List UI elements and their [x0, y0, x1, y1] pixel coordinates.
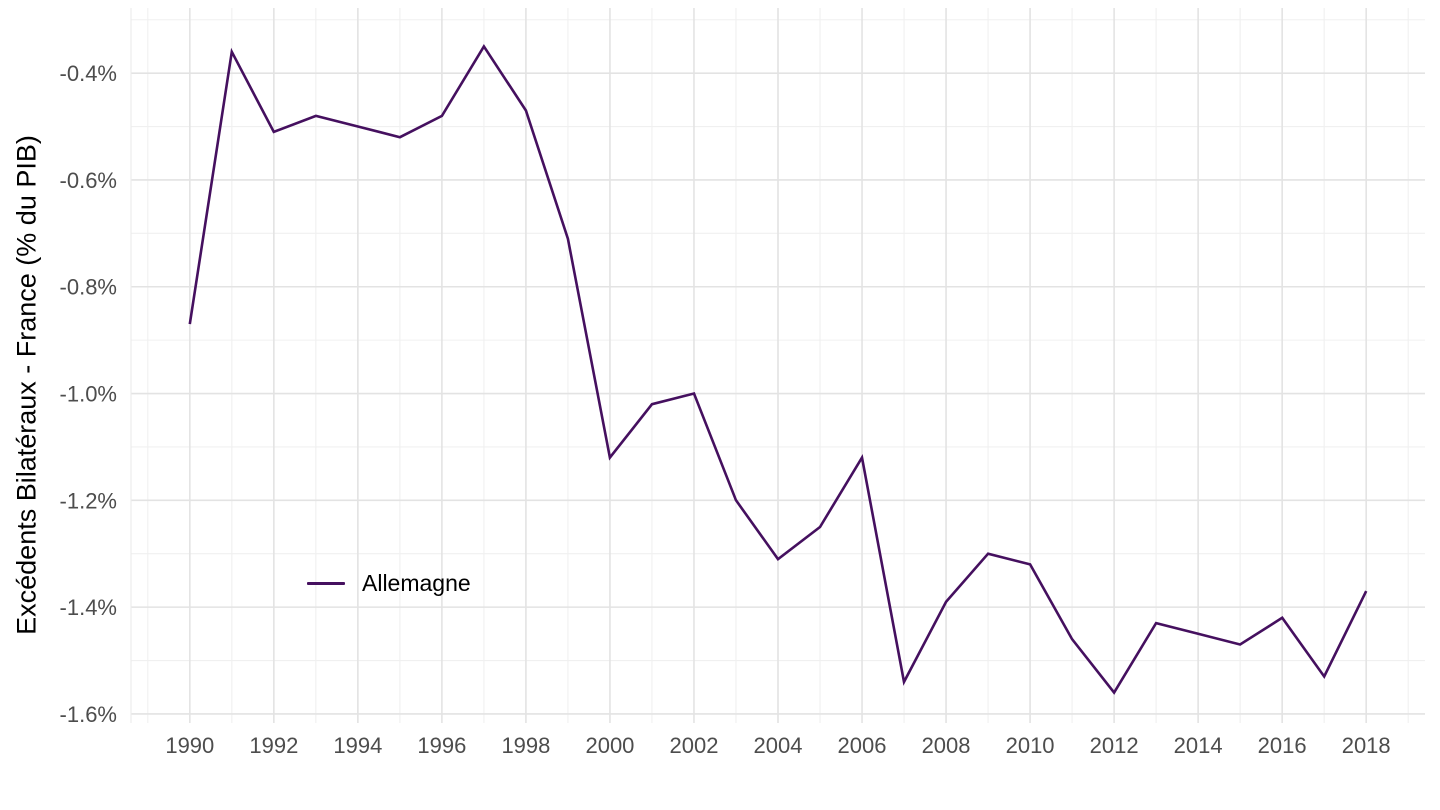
y-tick-label: -0.8% [60, 275, 117, 300]
x-tick-label: 2002 [669, 733, 718, 758]
y-tick-label: -1.0% [60, 382, 117, 407]
series-line-allemagne [188, 43, 1368, 695]
y-tick-label: -0.6% [60, 168, 117, 193]
x-tick-label: 1994 [333, 733, 382, 758]
y-axis-title: Excédents Bilatéraux - France (% du PIB) [11, 135, 42, 635]
x-tick-label: 2014 [1174, 733, 1223, 758]
x-tick-label: 1996 [417, 733, 466, 758]
legend: Allemagne [307, 570, 471, 596]
x-tick-label: 1990 [165, 733, 214, 758]
x-tick-label: 2006 [838, 733, 887, 758]
x-tick-label: 2012 [1090, 733, 1139, 758]
y-tick-label: -1.6% [60, 702, 117, 727]
x-tick-label: 2008 [922, 733, 971, 758]
y-tick-label: -1.4% [60, 595, 117, 620]
y-tick-label: -0.4% [60, 61, 117, 86]
x-tick-label: 2016 [1258, 733, 1307, 758]
x-tick-label: 1992 [249, 733, 298, 758]
x-tick-label: 2010 [1006, 733, 1055, 758]
x-tick-label: 1998 [501, 733, 550, 758]
y-tick-label: -1.2% [60, 488, 117, 513]
x-tick-label: 2000 [585, 733, 634, 758]
x-tick-label: 2004 [754, 733, 803, 758]
legend-label: Allemagne [362, 570, 471, 596]
legend-key-line [307, 582, 345, 585]
x-tick-label: 2018 [1342, 733, 1391, 758]
